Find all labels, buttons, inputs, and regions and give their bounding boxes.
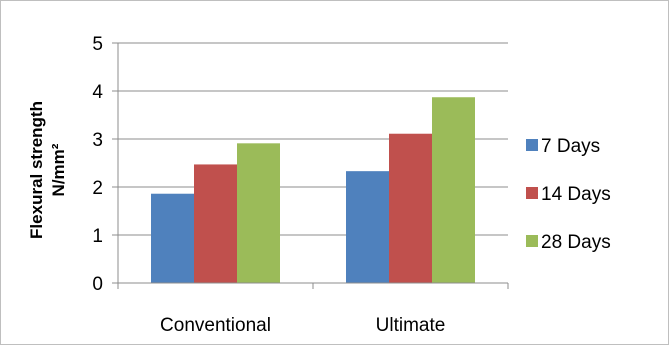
bar-14-days-conventional (194, 164, 237, 283)
x-category-label: Ultimate (376, 315, 446, 336)
bar-14-days-ultimate (389, 133, 432, 283)
y-axis-label: Flexural strength N/mm² (27, 101, 68, 239)
y-tick-label: 4 (92, 82, 103, 103)
legend-label: 28 Days (541, 232, 611, 253)
y-tick-label: 1 (92, 226, 103, 247)
legend-swatch (526, 187, 538, 199)
x-category-label: Conventional (160, 315, 271, 336)
legend-label: 7 Days (541, 136, 600, 157)
bar-7-days-conventional (151, 193, 194, 283)
y-tick-label: 5 (92, 34, 103, 55)
bars (151, 97, 475, 284)
bar-28-days-ultimate (432, 97, 475, 284)
legend-swatch (526, 235, 538, 247)
bar-28-days-conventional (237, 143, 280, 283)
y-axis: 0 1 2 3 4 5 (92, 34, 119, 295)
bar-7-days-ultimate (346, 171, 389, 283)
y-axis-label-line2: N/mm² (49, 143, 68, 196)
x-axis: Conventional Ultimate (117, 282, 509, 336)
y-axis-label-line1: Flexural strength (27, 101, 46, 239)
y-tick-label: 0 (92, 274, 103, 295)
y-tick-label: 3 (92, 130, 103, 151)
legend-swatch (526, 139, 538, 151)
legend-label: 14 Days (541, 184, 611, 205)
legend: 7 Days 14 Days 28 Days (526, 136, 611, 253)
y-tick-label: 2 (92, 178, 103, 199)
